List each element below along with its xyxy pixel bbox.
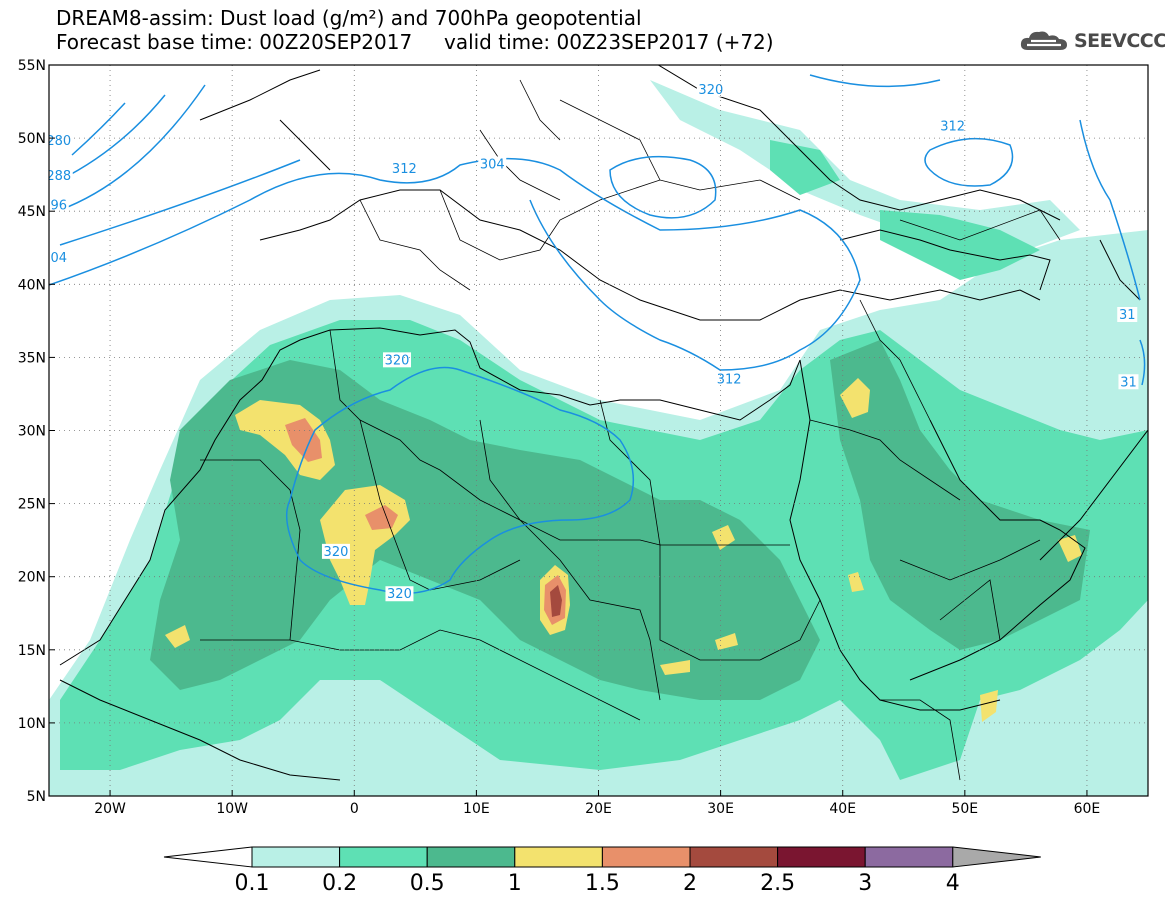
colorbar-level-label: 1 xyxy=(508,871,522,896)
contour-label-bg xyxy=(49,249,69,265)
lat-tick-label: 55N xyxy=(18,58,46,74)
country-borders xyxy=(200,79,1061,781)
map-title-line-2: Forecast base time: 00Z20SEP2017 valid t… xyxy=(56,30,774,54)
axis-ticks: 20W 10W 0 10E 20E 30E 40E 50E 60E 55N 50N 45N 40N 35N… xyxy=(18,58,1101,817)
contour-label-bg xyxy=(478,156,507,172)
lat-tick-label: 10N xyxy=(18,716,46,732)
contour-label: 288 xyxy=(46,169,71,184)
coastlines xyxy=(59,65,1148,781)
lat-tick-label: 20N xyxy=(18,570,46,586)
contour-label-bg xyxy=(1118,374,1139,390)
colorbar-level-label: 3 xyxy=(858,871,872,896)
contour-label: 96 xyxy=(50,198,67,213)
colorbar-level-label: 0.5 xyxy=(410,871,445,896)
dust-fill-level-3-east xyxy=(830,340,1090,650)
lat-tick-label: 30N xyxy=(18,424,46,440)
contour-label-bg xyxy=(938,118,967,134)
colorbar-level-label: 1.5 xyxy=(585,871,620,896)
contour-label-bg xyxy=(49,168,73,184)
dust-fill-level-4-iraq xyxy=(840,378,870,418)
lon-tick-label: 10E xyxy=(463,801,490,817)
dust-fill-level-6-chad xyxy=(550,585,562,617)
contour-label: 04 xyxy=(50,251,67,266)
colorbar-level-label: 0.1 xyxy=(235,871,270,896)
lat-tick-label: 15N xyxy=(18,643,46,659)
lon-tick-label: 20E xyxy=(585,801,612,817)
map-title-line-1: DREAM8-assim: Dust load (g/m²) and 700hP… xyxy=(56,6,642,30)
contour-label-bg xyxy=(696,81,725,97)
cloud-icon xyxy=(1020,31,1067,50)
lon-tick-label: 40E xyxy=(829,801,856,817)
colorbar-over-arrow xyxy=(952,846,1041,868)
contour-label-bg xyxy=(1117,307,1138,323)
lat-lon-grid xyxy=(49,65,1148,796)
dust-fill-level-1-north xyxy=(650,80,1080,260)
lon-tick-label: 10W xyxy=(216,801,248,817)
lon-tick-label: 50E xyxy=(951,801,978,817)
contour-label: 320 xyxy=(385,353,410,368)
colorbar-segment xyxy=(426,846,516,868)
lon-tick-label: 20W xyxy=(94,801,126,817)
colorbar-under-arrow xyxy=(163,846,253,868)
dust-fill-level-5-atlas xyxy=(285,418,322,462)
contour-label-bg xyxy=(385,586,414,602)
lat-tick-label: 35N xyxy=(18,350,46,366)
lat-tick-label: 5N xyxy=(27,789,46,805)
contour-label: 312 xyxy=(717,372,742,387)
contour-label-bg xyxy=(49,133,73,149)
colorbar-segment xyxy=(514,846,603,868)
colorbar-level-label: 4 xyxy=(946,871,960,896)
contour-labels: 280 288 96 04 312 304 320 312 320 320 320 312 31 31 xyxy=(46,81,1139,602)
contour-label: 280 xyxy=(46,134,71,149)
colorbar: 0.1 0.2 0.5 1 1.5 2 2.5 3 4 xyxy=(163,846,1041,896)
colorbar-segment xyxy=(251,846,341,868)
lat-tick-label: 40N xyxy=(18,277,46,293)
lat-tick-label: 45N xyxy=(18,204,46,220)
geopotential-contours xyxy=(49,74,1146,595)
colorbar-segment xyxy=(864,846,954,868)
colorbar-level-label: 0.2 xyxy=(322,871,357,896)
dust-fill-level-5-sahara xyxy=(365,505,398,530)
contour-label: 31 xyxy=(1119,308,1136,323)
dust-fill-level-4-misc xyxy=(165,525,1082,722)
lon-tick-label: 60E xyxy=(1074,801,1101,817)
contour-label: 320 xyxy=(698,83,723,98)
contour-label: 320 xyxy=(387,587,412,602)
colorbar-segment xyxy=(689,846,779,868)
contour-label-bg xyxy=(321,543,350,559)
lat-tick-label: 25N xyxy=(18,497,46,513)
colorbar-segment xyxy=(601,846,691,868)
colorbar-segment xyxy=(777,846,866,868)
lon-tick-label: 0 xyxy=(350,801,359,817)
contour-label: 31 xyxy=(1120,375,1137,390)
dust-field xyxy=(49,80,1148,796)
contour-label: 312 xyxy=(392,162,417,177)
contour-label-bg xyxy=(715,371,744,387)
contour-label-bg xyxy=(383,352,412,368)
contour-label: 312 xyxy=(940,119,965,134)
seevccc-logo: SEEVCCC xyxy=(1018,28,1165,54)
colorbar-level-label: 2 xyxy=(683,871,697,896)
contour-label: 320 xyxy=(324,545,349,560)
lon-tick-label: 30E xyxy=(707,801,734,817)
colorbar-level-label: 2.5 xyxy=(760,871,795,896)
contour-label-bg xyxy=(390,160,419,176)
contour-label: 304 xyxy=(480,157,505,172)
colorbar-segment xyxy=(339,846,428,868)
lat-tick-label: 50N xyxy=(18,131,46,147)
logo-text: SEEVCCC xyxy=(1074,30,1165,52)
dust-fill-level-2-north xyxy=(770,140,1040,280)
contour-label-bg xyxy=(49,197,69,213)
